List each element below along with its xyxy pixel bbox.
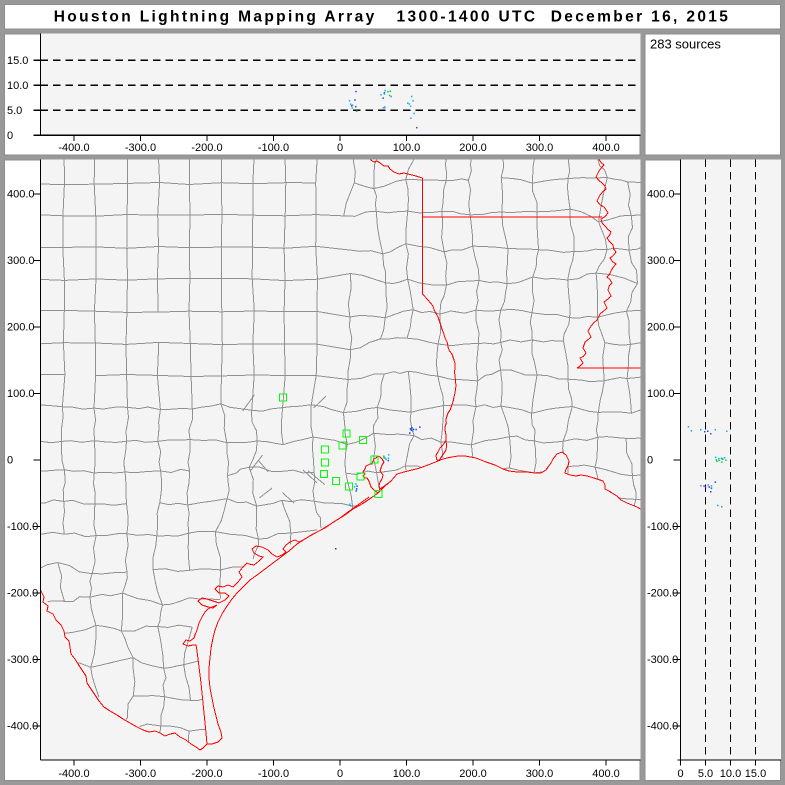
svg-text:-100.0: -100.0 <box>7 521 38 533</box>
svg-text:0: 0 <box>7 455 13 467</box>
svg-text:-200.0: -200.0 <box>191 142 222 154</box>
svg-text:400.0: 400.0 <box>647 189 675 201</box>
svg-text:-200.0: -200.0 <box>7 588 38 600</box>
svg-text:300.0: 300.0 <box>526 142 554 154</box>
svg-text:200.0: 200.0 <box>647 322 675 334</box>
svg-text:200.0: 200.0 <box>459 142 487 154</box>
svg-text:400.0: 400.0 <box>592 768 620 780</box>
svg-text:100.0: 100.0 <box>647 388 675 400</box>
svg-text:-400.0: -400.0 <box>58 768 89 780</box>
svg-text:200.0: 200.0 <box>7 322 35 334</box>
svg-text:300.0: 300.0 <box>647 255 675 267</box>
svg-text:10.0: 10.0 <box>7 80 28 92</box>
svg-text:5.0: 5.0 <box>698 768 713 780</box>
svg-text:0: 0 <box>337 768 343 780</box>
svg-text:100.0: 100.0 <box>393 768 421 780</box>
svg-text:-100.0: -100.0 <box>258 768 289 780</box>
svg-text:0: 0 <box>677 768 683 780</box>
svg-text:Houston Lightning Mapping Arra: Houston Lightning Mapping Array 1300-140… <box>54 9 731 26</box>
svg-text:100.0: 100.0 <box>7 388 35 400</box>
svg-text:15.0: 15.0 <box>745 768 766 780</box>
svg-text:15.0: 15.0 <box>7 55 28 67</box>
svg-text:-300.0: -300.0 <box>125 768 156 780</box>
svg-text:0: 0 <box>7 130 13 142</box>
svg-text:200.0: 200.0 <box>459 768 487 780</box>
svg-text:300.0: 300.0 <box>7 255 35 267</box>
svg-text:400.0: 400.0 <box>592 142 620 154</box>
svg-text:10.0: 10.0 <box>720 768 741 780</box>
svg-text:-100.0: -100.0 <box>647 521 678 533</box>
svg-text:-300.0: -300.0 <box>7 654 38 666</box>
svg-text:-300.0: -300.0 <box>647 654 678 666</box>
svg-text:283 sources: 283 sources <box>650 37 721 52</box>
svg-text:-300.0: -300.0 <box>125 142 156 154</box>
svg-text:100.0: 100.0 <box>393 142 421 154</box>
svg-text:-100.0: -100.0 <box>258 142 289 154</box>
svg-text:-400.0: -400.0 <box>58 142 89 154</box>
svg-text:-400.0: -400.0 <box>7 721 38 733</box>
svg-text:-200.0: -200.0 <box>647 588 678 600</box>
svg-text:-200.0: -200.0 <box>191 768 222 780</box>
svg-text:0: 0 <box>337 142 343 154</box>
svg-text:-400.0: -400.0 <box>647 721 678 733</box>
svg-text:0: 0 <box>647 455 653 467</box>
svg-text:5.0: 5.0 <box>7 105 22 117</box>
svg-text:400.0: 400.0 <box>7 189 35 201</box>
svg-text:300.0: 300.0 <box>526 768 554 780</box>
